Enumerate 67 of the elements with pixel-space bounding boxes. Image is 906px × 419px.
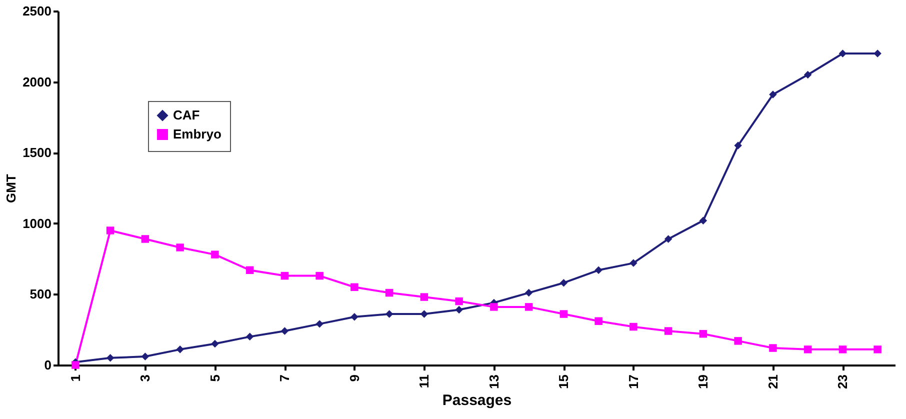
point xyxy=(316,272,324,280)
point xyxy=(874,50,882,58)
point xyxy=(560,279,568,287)
point xyxy=(630,259,638,267)
point xyxy=(594,266,602,274)
point xyxy=(455,297,463,306)
x-tick-label: 1 xyxy=(68,374,83,382)
point xyxy=(769,90,777,98)
point xyxy=(630,322,638,331)
legend-label: CAF xyxy=(173,108,200,122)
point xyxy=(838,346,847,354)
point xyxy=(734,337,742,345)
point xyxy=(176,346,184,354)
point xyxy=(490,303,498,311)
point xyxy=(420,310,428,318)
point xyxy=(594,317,602,325)
point xyxy=(804,70,812,79)
point xyxy=(420,293,428,301)
y-tick-label: 1500 xyxy=(22,145,52,160)
point xyxy=(246,332,254,341)
x-tick-label: 7 xyxy=(277,374,292,382)
x-tick-label: 11 xyxy=(416,374,432,388)
point xyxy=(769,344,777,352)
point xyxy=(106,226,114,234)
y-tick-label: 2000 xyxy=(22,74,52,90)
point xyxy=(106,354,114,362)
y-axis-title: GMT xyxy=(4,174,19,203)
point xyxy=(211,250,219,258)
x-tick-label: 15 xyxy=(556,374,572,389)
x-tick-label: 19 xyxy=(696,374,711,389)
point xyxy=(734,142,742,150)
y-tick-label: 1000 xyxy=(22,216,52,231)
point xyxy=(211,340,219,348)
y-tick-label: 0 xyxy=(44,358,52,372)
x-tick-label: 5 xyxy=(207,374,222,382)
point xyxy=(141,352,150,360)
point xyxy=(524,288,533,297)
x-tick-label: 23 xyxy=(835,374,850,389)
point xyxy=(664,327,672,335)
point xyxy=(316,320,324,328)
point xyxy=(246,266,254,274)
point xyxy=(524,303,533,311)
point xyxy=(699,330,708,338)
point xyxy=(350,312,358,321)
point xyxy=(176,244,184,252)
x-tick-label: 3 xyxy=(138,374,153,382)
y-tick-label: 2500 xyxy=(22,4,52,18)
legend-label: Embryo xyxy=(173,126,222,142)
point xyxy=(874,346,882,354)
point xyxy=(664,235,672,243)
point xyxy=(141,235,150,243)
point xyxy=(385,288,394,297)
x-tick-label: 9 xyxy=(346,374,362,382)
x-axis-title: Passages xyxy=(442,392,512,409)
point xyxy=(350,283,358,291)
point xyxy=(804,346,812,354)
point xyxy=(280,327,289,335)
x-tick-label: 17 xyxy=(626,374,641,389)
y-tick-label: 500 xyxy=(30,286,52,302)
point xyxy=(699,216,708,224)
point xyxy=(560,310,568,318)
x-tick-label: 21 xyxy=(765,374,780,389)
x-tick-label: 13 xyxy=(486,374,502,389)
point xyxy=(385,310,394,318)
point xyxy=(280,272,289,280)
point xyxy=(72,361,80,369)
point xyxy=(455,306,463,314)
